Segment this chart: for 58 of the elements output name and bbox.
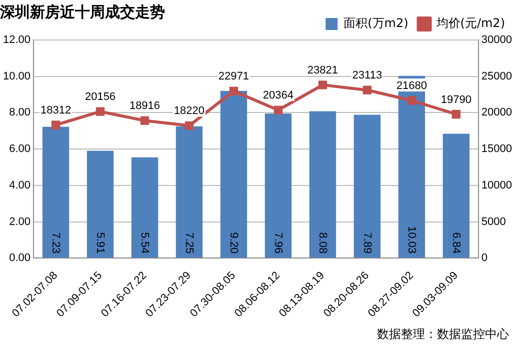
bar [264, 113, 292, 258]
legend-label: 面积(万m2) [344, 16, 408, 30]
y2-tick-label: 25000 [481, 70, 512, 82]
data-label: 7.23 [50, 232, 62, 254]
y-tick-label: 4.00 [9, 179, 31, 192]
data-label: 6.84 [450, 232, 462, 254]
y2-tick-label: 20000 [481, 106, 512, 119]
y-tick-label: 6.00 [9, 143, 31, 156]
y-tick-label: 2.00 [9, 216, 31, 228]
bar [131, 157, 158, 258]
data-label: 7.89 [361, 232, 374, 254]
y-tick-label: 8.00 [9, 106, 31, 119]
data-label: 23821 [307, 64, 338, 76]
legend-label: 均价(元/m2) [435, 16, 506, 30]
y-tick-label: 0.00 [9, 252, 31, 264]
text: 数据整理：数据监控中心 [377, 327, 509, 342]
point [362, 86, 372, 94]
data-label: 20364 [262, 90, 294, 102]
data-label: 18220 [174, 105, 205, 118]
data-label: 8.08 [316, 232, 329, 254]
bar [86, 150, 114, 258]
data-label: 7.96 [272, 232, 284, 254]
bar [309, 111, 336, 258]
bar [176, 126, 203, 258]
y-tick-label: 10.00 [2, 70, 31, 82]
data-label: 18312 [40, 104, 72, 117]
y2-tick-label: 10000 [481, 179, 512, 192]
point [184, 121, 194, 130]
data-label: 10.03 [406, 226, 418, 254]
point [51, 120, 60, 130]
data-label: 7.25 [183, 232, 196, 254]
y2-tick-label: 30000 [481, 34, 512, 46]
data-label: 18916 [129, 100, 160, 112]
point [229, 86, 238, 96]
data-label: 20156 [84, 91, 116, 104]
data-label: 9.20 [228, 232, 240, 254]
point [318, 80, 328, 90]
data-label: 19790 [440, 94, 472, 106]
data-label: 23113 [352, 70, 382, 82]
data-label: 22971 [218, 70, 250, 83]
y2-tick-label: 0 [481, 252, 488, 264]
data-label: 5.91 [94, 232, 106, 254]
data-label: 21680 [396, 80, 427, 92]
bar [354, 114, 381, 258]
point [96, 107, 105, 116]
data-label: 5.54 [138, 232, 151, 254]
bar [220, 90, 248, 258]
chart-title: 深圳新房近十周成交走势 [0, 2, 165, 21]
y-tick-label: 12.00 [2, 34, 31, 46]
point [274, 106, 283, 114]
bar [42, 126, 70, 258]
point [140, 116, 150, 125]
bar [398, 76, 426, 258]
point [407, 96, 416, 105]
point [452, 110, 460, 119]
bar [442, 134, 470, 258]
y2-tick-label: 5000 [481, 216, 506, 228]
y2-tick-label: 15000 [481, 143, 512, 156]
